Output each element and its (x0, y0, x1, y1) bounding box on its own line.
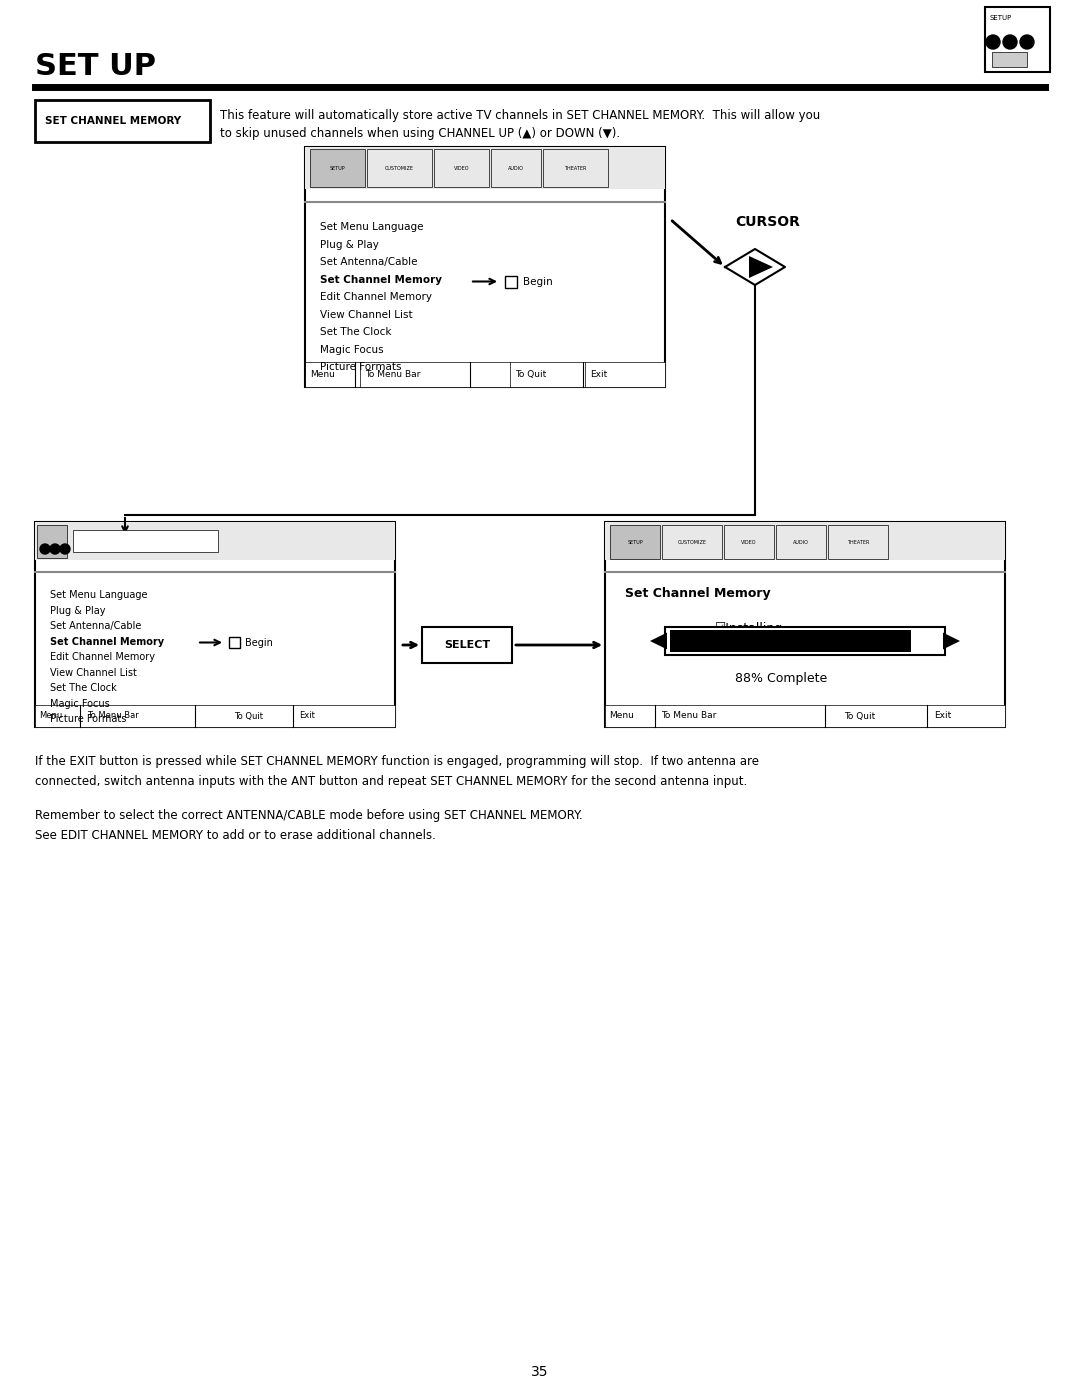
Text: 88% Complete: 88% Complete (735, 672, 827, 685)
Bar (305, 147, 665, 387)
Text: CUSTOMIZE: CUSTOMIZE (677, 539, 706, 545)
Text: Edit Channel Memory: Edit Channel Memory (320, 292, 432, 302)
Bar (491, 149, 541, 187)
Circle shape (1020, 35, 1034, 49)
Text: Set Menu Language: Set Menu Language (50, 590, 148, 599)
Text: View Channel List: View Channel List (50, 668, 137, 678)
Bar (605, 522, 1005, 726)
Text: Picture Formats: Picture Formats (320, 362, 402, 372)
Text: Plug & Play: Plug & Play (320, 239, 379, 250)
Text: SET CHANNEL MEMORY: SET CHANNEL MEMORY (45, 116, 181, 126)
Text: THEATER: THEATER (847, 539, 869, 545)
Polygon shape (725, 249, 785, 285)
Text: SETUP: SETUP (627, 539, 643, 545)
Text: Exit: Exit (299, 711, 315, 721)
Bar (73, 529, 218, 552)
Text: CUSTOMIZE: CUSTOMIZE (384, 165, 414, 170)
Text: SETUP: SETUP (990, 15, 1012, 21)
Text: To Menu Bar: To Menu Bar (661, 711, 716, 721)
Bar (985, 7, 1050, 73)
Bar (229, 637, 240, 648)
Circle shape (1003, 35, 1017, 49)
Bar (37, 525, 67, 557)
Text: Set Channel Memory: Set Channel Memory (625, 587, 771, 599)
Bar (367, 149, 432, 187)
Text: Set Antenna/Cable: Set Antenna/Cable (50, 622, 141, 631)
Text: VIDEO: VIDEO (741, 539, 757, 545)
Text: 35: 35 (531, 1365, 549, 1379)
Text: Exit: Exit (934, 711, 951, 721)
Text: To Quit: To Quit (234, 711, 264, 721)
Text: Begin: Begin (523, 277, 553, 286)
Text: Edit Channel Memory: Edit Channel Memory (50, 652, 156, 662)
Text: Menu: Menu (609, 711, 634, 721)
Bar (993, 52, 1027, 67)
Text: Exit: Exit (590, 370, 607, 379)
Text: If the EXIT button is pressed while SET CHANNEL MEMORY function is engaged, prog: If the EXIT button is pressed while SET … (35, 754, 759, 768)
Text: Set Menu Language: Set Menu Language (320, 222, 423, 232)
Text: Magic Focus: Magic Focus (320, 345, 383, 355)
Text: Set The Clock: Set The Clock (320, 327, 391, 337)
Text: To Quit: To Quit (843, 711, 875, 721)
Text: to skip unused channels when using CHANNEL UP (▲) or DOWN (▼).: to skip unused channels when using CHANN… (220, 127, 620, 140)
Text: Menu: Menu (310, 370, 335, 379)
Text: VIDEO: VIDEO (454, 165, 469, 170)
Bar (662, 525, 723, 559)
Text: CURSOR: CURSOR (735, 215, 800, 229)
Bar (505, 277, 517, 288)
Text: Press select to set: Press select to set (79, 536, 161, 545)
Text: SELECT: SELECT (444, 640, 490, 650)
Text: SET UP: SET UP (35, 52, 156, 81)
Bar (422, 627, 512, 664)
Bar (305, 362, 665, 387)
Text: Plug & Play: Plug & Play (50, 605, 106, 616)
Circle shape (40, 543, 50, 555)
Text: Magic Focus: Magic Focus (50, 698, 110, 708)
Text: Picture Formats: Picture Formats (50, 714, 126, 724)
Bar (605, 705, 1005, 726)
Text: ☑Installing: ☑Installing (715, 622, 783, 636)
Text: Begin: Begin (245, 638, 273, 648)
Polygon shape (943, 633, 960, 650)
Circle shape (60, 543, 70, 555)
Text: Set Antenna/Cable: Set Antenna/Cable (320, 257, 418, 267)
Bar (670, 630, 912, 652)
Text: Remember to select the correct ANTENNA/CABLE mode before using SET CHANNEL MEMOR: Remember to select the correct ANTENNA/C… (35, 809, 582, 821)
Bar (777, 525, 826, 559)
Circle shape (50, 543, 60, 555)
Text: AUDIO: AUDIO (793, 539, 809, 545)
Bar (310, 149, 365, 187)
Text: This feature will automatically store active TV channels in SET CHANNEL MEMORY. : This feature will automatically store ac… (220, 109, 820, 122)
Text: Menu: Menu (39, 711, 63, 721)
Text: To Menu Bar: To Menu Bar (365, 370, 420, 379)
Text: connected, switch antenna inputs with the ANT button and repeat SET CHANNEL MEMO: connected, switch antenna inputs with th… (35, 775, 747, 788)
Bar (543, 149, 608, 187)
Text: To Quit: To Quit (515, 370, 546, 379)
Text: Set Channel Memory: Set Channel Memory (320, 274, 442, 285)
Bar (724, 525, 774, 559)
Text: SETUP: SETUP (329, 165, 346, 170)
Text: SETUP: SETUP (44, 539, 57, 543)
Bar (305, 147, 665, 189)
Bar (35, 705, 395, 726)
Bar (828, 525, 888, 559)
Bar (605, 522, 1005, 560)
Circle shape (986, 35, 1000, 49)
Text: View Channel List: View Channel List (320, 310, 413, 320)
Polygon shape (650, 633, 667, 650)
Text: THEATER: THEATER (565, 165, 586, 170)
Bar (665, 627, 945, 655)
Bar (35, 522, 395, 560)
Text: To Menu Bar: To Menu Bar (87, 711, 138, 721)
Bar (35, 101, 210, 142)
Text: See EDIT CHANNEL MEMORY to add or to erase additional channels.: See EDIT CHANNEL MEMORY to add or to era… (35, 828, 436, 842)
Text: Set Channel Memory: Set Channel Memory (50, 637, 164, 647)
Text: AUDIO: AUDIO (508, 165, 524, 170)
Bar (610, 525, 660, 559)
Bar (35, 522, 395, 726)
Bar (434, 149, 489, 187)
Text: Channel 110: Channel 110 (725, 644, 805, 657)
Polygon shape (750, 256, 773, 278)
Text: Set The Clock: Set The Clock (50, 683, 117, 693)
